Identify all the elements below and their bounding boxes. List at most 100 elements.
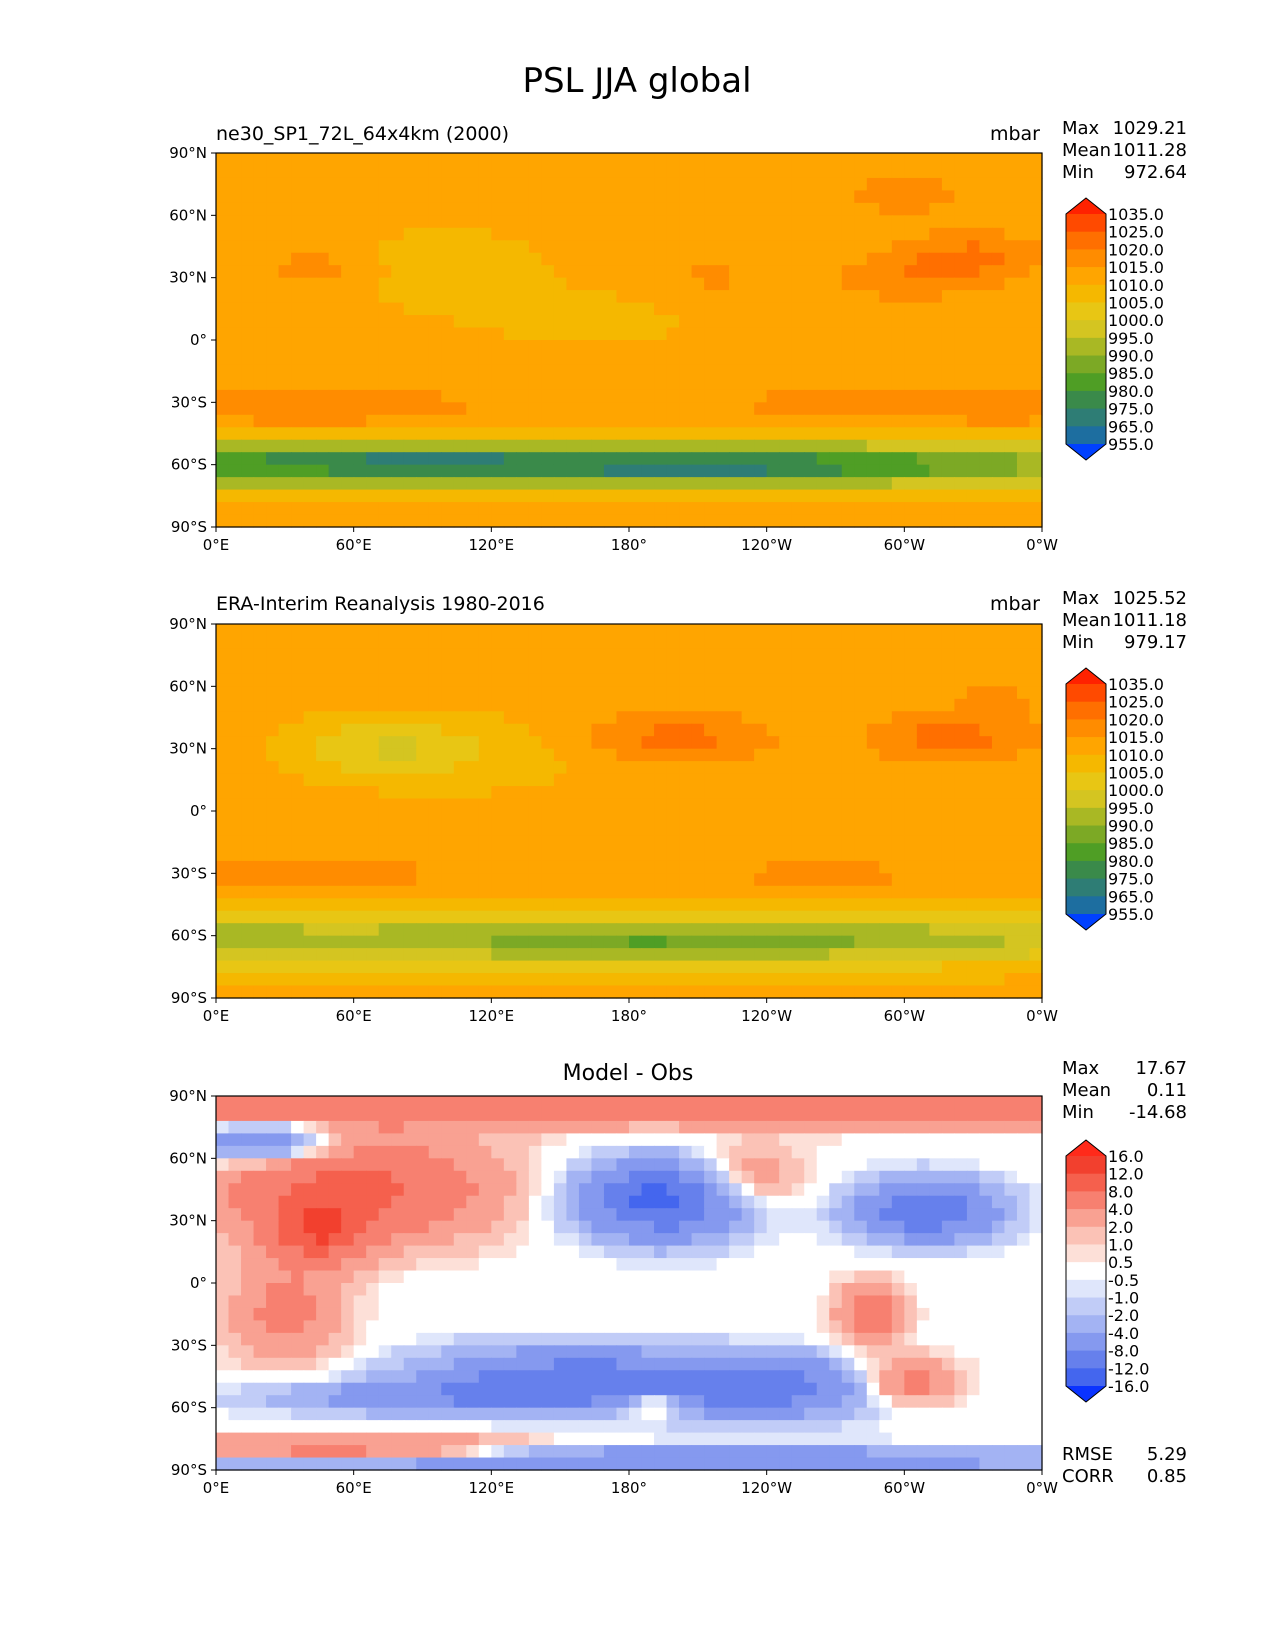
map-cell — [491, 1158, 505, 1172]
map-cell — [916, 389, 930, 403]
map-cell — [829, 748, 843, 762]
map-cell — [378, 661, 392, 675]
map-cell — [666, 910, 680, 924]
map-cell — [654, 624, 668, 638]
map-cell — [328, 352, 342, 366]
map-cell — [353, 1133, 367, 1147]
map-cell — [378, 277, 392, 291]
map-cell — [979, 948, 993, 962]
map-cell — [278, 1120, 292, 1134]
map-cell — [804, 290, 818, 304]
colorbar-label: 1020.0 — [1108, 710, 1164, 729]
map-cell — [654, 885, 668, 899]
map-cell — [416, 1096, 430, 1110]
map-cell — [941, 773, 955, 787]
map-cell — [929, 1145, 943, 1159]
map-cell — [278, 489, 292, 503]
map-cell — [866, 1120, 880, 1134]
map-cell — [353, 935, 367, 949]
map-cell — [766, 661, 780, 675]
map-cell — [616, 698, 630, 712]
map-cell — [816, 848, 830, 862]
map-cell — [216, 736, 230, 750]
map-cell — [266, 860, 280, 874]
map-cell — [566, 340, 580, 354]
map-cell — [679, 352, 693, 366]
map-cell — [654, 1133, 668, 1147]
map-cell — [854, 686, 868, 700]
map-cell — [729, 1158, 743, 1172]
map-cell — [704, 464, 718, 478]
map-cell — [666, 202, 680, 216]
map-cell — [603, 315, 618, 329]
map-cell — [954, 1158, 968, 1172]
map-cell — [303, 786, 317, 800]
map-cell — [716, 1220, 730, 1234]
map-cell — [466, 636, 480, 650]
map-cell — [316, 265, 330, 279]
map-cell — [316, 277, 330, 291]
map-cell — [566, 153, 580, 167]
map-cell — [353, 265, 367, 279]
map-cell — [941, 202, 955, 216]
map-cell — [779, 1195, 793, 1209]
map-cell — [966, 835, 981, 849]
map-cell — [366, 898, 380, 912]
map-cell — [291, 439, 305, 453]
map-cell — [328, 910, 342, 924]
map-cell — [566, 1158, 580, 1172]
map-cell — [566, 786, 580, 800]
map-cell — [854, 202, 868, 216]
map-cell — [691, 277, 705, 291]
map-cell — [253, 1183, 267, 1197]
map-cell — [453, 811, 467, 825]
map-cell — [528, 848, 542, 862]
map-cell — [854, 648, 868, 662]
map-cell — [566, 873, 580, 887]
map-cell — [416, 340, 430, 354]
map-cell — [829, 439, 843, 453]
map-cell — [716, 340, 730, 354]
map-cell — [966, 477, 981, 491]
map-cell — [841, 711, 855, 725]
map-cell — [278, 848, 292, 862]
map-cell — [516, 985, 530, 999]
map-cell — [391, 673, 405, 687]
stat-min-value: 979.17 — [1124, 632, 1187, 653]
map-cell — [904, 265, 918, 279]
map-cell — [591, 736, 605, 750]
map-cell — [754, 848, 768, 862]
map-cell — [378, 798, 392, 812]
map-cell — [253, 711, 267, 725]
map-cell — [341, 1108, 355, 1122]
map-cell — [841, 960, 855, 974]
map-cell — [916, 439, 930, 453]
map-cell — [303, 215, 317, 229]
map-cell — [1016, 1233, 1031, 1247]
map-cell — [704, 502, 718, 516]
map-cell — [616, 165, 630, 179]
colorbar-segment — [1066, 231, 1106, 250]
map-cell — [891, 761, 905, 775]
map-cell — [854, 190, 868, 204]
map-cell — [428, 153, 442, 167]
map-cell — [841, 364, 855, 378]
map-cell — [366, 327, 380, 341]
map-cell — [341, 873, 355, 887]
map-cell — [779, 748, 793, 762]
map-cell — [879, 177, 893, 191]
map-cell — [241, 860, 255, 874]
map-cell — [428, 477, 442, 491]
map-cell — [366, 636, 380, 650]
map-cells — [216, 1096, 1043, 1471]
map-cell — [478, 1158, 492, 1172]
map-cell — [891, 514, 905, 528]
map-cell — [328, 1096, 342, 1110]
map-cell — [341, 1183, 355, 1197]
map-cell — [266, 873, 280, 887]
map-cell — [841, 177, 855, 191]
map-cell — [416, 823, 430, 837]
map-cell — [541, 427, 555, 441]
map-cell — [428, 885, 442, 899]
map-cell — [704, 835, 718, 849]
